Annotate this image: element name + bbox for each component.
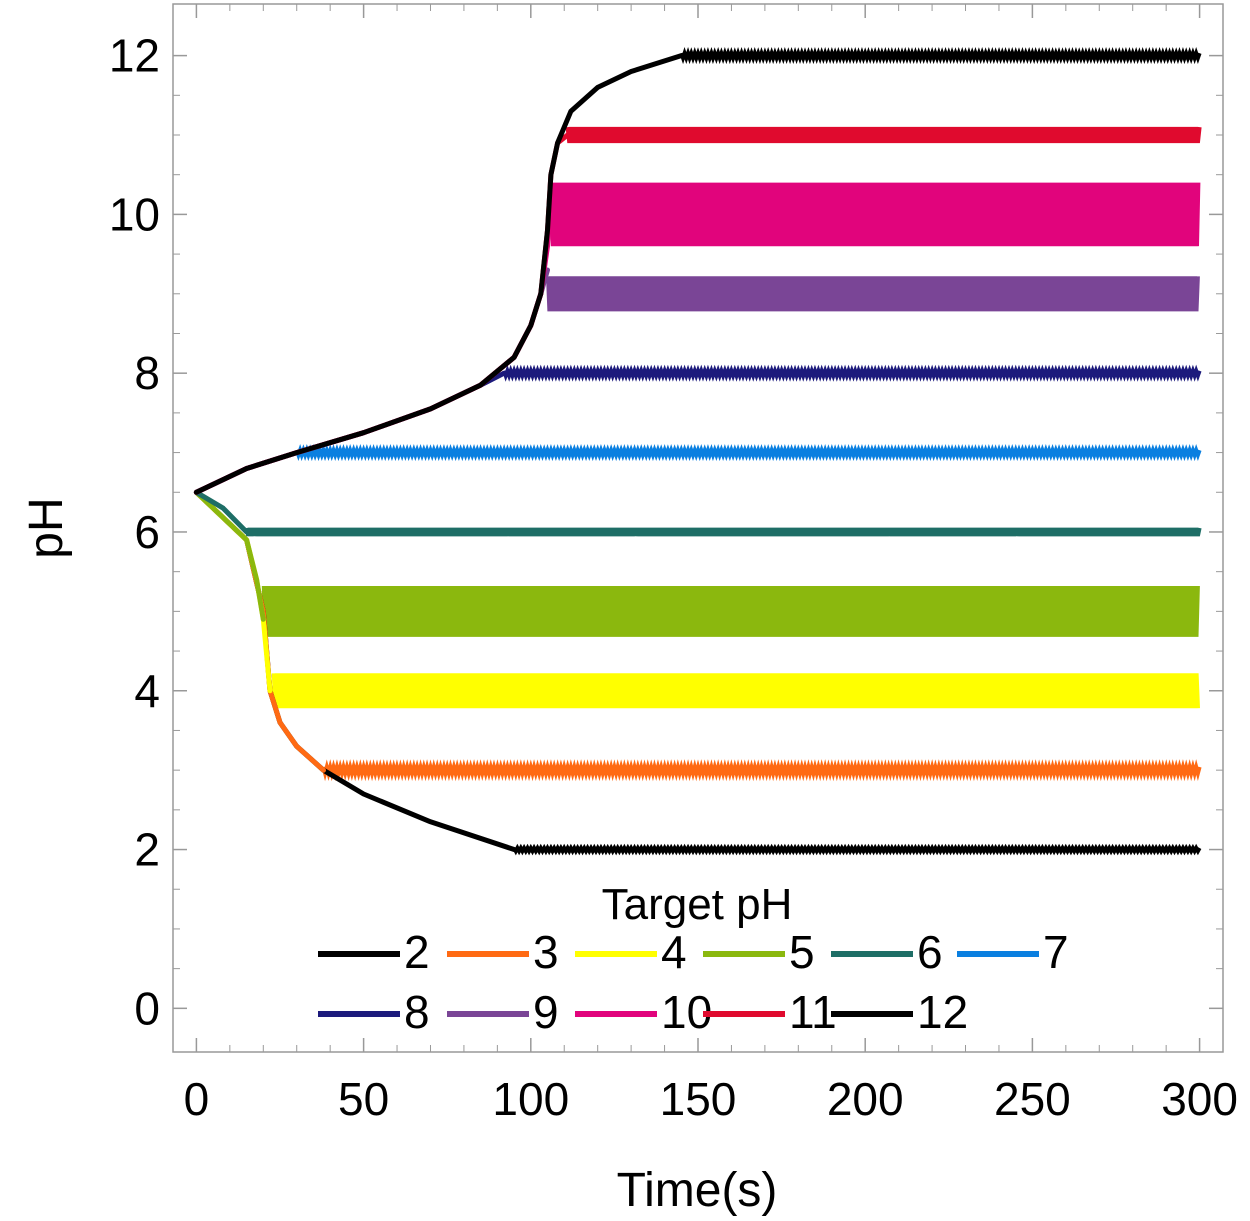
x-axis-label: Time(s) [617, 1164, 778, 1217]
legend-label-5: 5 [789, 926, 815, 978]
series-11-transient-line [193, 132, 571, 495]
x-tick-label: 0 [184, 1073, 210, 1125]
legend-label-12: 12 [917, 986, 968, 1038]
series-8-steady-line [502, 364, 1202, 382]
legend: Target pH 2 3 4 5 6 78 9 10 11 12 [318, 880, 1069, 1038]
series-6-steady-line [244, 527, 1202, 537]
x-tick-label: 50 [338, 1073, 389, 1125]
y-tick-label: 0 [134, 982, 160, 1034]
legend-label-9: 9 [533, 986, 559, 1038]
series-10-steady-line [549, 182, 1201, 247]
y-axis-label: pH [20, 497, 73, 558]
y-tick-label: 12 [109, 30, 160, 82]
y-tick-label: 10 [109, 188, 160, 240]
series-8-transient-line [193, 370, 507, 495]
series-5-transient-line [193, 489, 266, 622]
y-tick-label: 4 [134, 665, 160, 717]
legend-label-4: 4 [661, 926, 687, 978]
series-7-steady-line [294, 444, 1202, 462]
series-4-steady-line [271, 673, 1200, 709]
legend-label-6: 6 [917, 926, 943, 978]
legend-label-7: 7 [1043, 926, 1069, 978]
legend-title: Target pH [602, 880, 793, 929]
series-2-transient-line [193, 489, 517, 852]
x-tick-label: 100 [492, 1073, 569, 1125]
legend-label-3: 3 [533, 926, 559, 978]
series-12-transient-line [193, 53, 684, 495]
series-6-transient-line [193, 489, 250, 535]
legend-label-8: 8 [404, 986, 430, 1038]
x-tick-label: 200 [827, 1073, 904, 1125]
x-tick-label: 250 [994, 1073, 1071, 1125]
y-tick-label: 2 [134, 824, 160, 876]
series-3-steady-line [321, 759, 1202, 782]
x-tick-label: 300 [1161, 1073, 1238, 1125]
x-tick-label: 150 [660, 1073, 737, 1125]
series-5-steady-line [261, 585, 1200, 637]
legend-label-2: 2 [404, 926, 430, 978]
series-11-steady-line [565, 126, 1202, 144]
axes: 0 50 100 150 200 250 300 0 2 4 6 8 10 12 [109, 4, 1238, 1125]
legend-label-11: 11 [789, 986, 837, 1038]
series-2-steady-line [512, 843, 1202, 856]
y-tick-label: 8 [134, 347, 160, 399]
series-layer [193, 47, 1202, 856]
y-tick-label: 6 [134, 506, 160, 558]
series-12-steady-line [679, 47, 1202, 65]
series-9-steady-line [546, 276, 1200, 312]
